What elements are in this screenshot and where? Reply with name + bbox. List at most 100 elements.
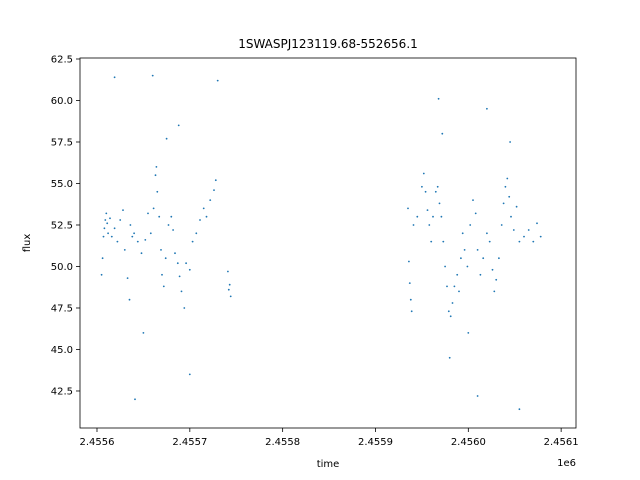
data-point — [103, 227, 106, 230]
data-point — [167, 224, 170, 226]
data-point — [162, 285, 165, 288]
data-point — [407, 207, 409, 210]
x-offset-label: 1e6 — [557, 458, 576, 469]
data-point — [178, 275, 181, 278]
x-tick-label: 2.4557 — [172, 437, 207, 448]
data-point — [482, 257, 485, 260]
data-point — [195, 232, 198, 235]
data-point — [122, 209, 124, 212]
data-point — [449, 315, 452, 318]
data-point — [113, 227, 116, 230]
data-point — [134, 398, 136, 401]
data-point — [154, 174, 157, 177]
data-point — [180, 290, 183, 293]
data-point — [172, 229, 175, 231]
data-point — [199, 219, 201, 221]
data-point — [512, 229, 515, 231]
data-point — [495, 278, 498, 281]
data-point — [506, 177, 509, 180]
data-point — [498, 257, 500, 260]
data-point — [191, 240, 194, 243]
data-point — [408, 260, 410, 263]
data-point — [440, 215, 443, 218]
data-point — [421, 185, 423, 188]
data-point — [493, 290, 496, 293]
data-point — [479, 273, 482, 276]
data-point — [165, 137, 168, 140]
data-point — [177, 124, 180, 127]
y-tick-label: 55.0 — [51, 179, 73, 190]
data-point — [140, 252, 143, 255]
y-tick-label: 42.5 — [51, 386, 73, 397]
data-point — [113, 76, 116, 79]
data-point — [213, 189, 215, 192]
data-point — [510, 215, 512, 218]
y-tick-label: 57.5 — [51, 137, 73, 148]
data-point — [155, 166, 158, 168]
data-point — [456, 273, 459, 276]
data-point — [434, 190, 437, 193]
data-point — [164, 257, 167, 260]
data-point — [458, 290, 460, 293]
data-point — [472, 199, 474, 202]
data-point — [128, 298, 131, 301]
data-point — [188, 268, 191, 271]
x-tick-label: 2.4558 — [265, 437, 300, 448]
data-point — [105, 212, 108, 215]
data-point — [160, 249, 162, 251]
data-point — [174, 252, 176, 255]
data-point — [518, 240, 521, 243]
data-point — [409, 298, 412, 301]
data-point — [463, 249, 466, 251]
data-point — [119, 219, 122, 221]
data-point — [104, 219, 107, 221]
data-point — [126, 277, 129, 279]
data-point — [438, 202, 441, 205]
data-point — [228, 283, 231, 286]
data-point — [437, 97, 440, 100]
data-point — [100, 273, 103, 276]
data-point — [453, 285, 456, 288]
data-point — [523, 235, 525, 238]
y-tick-label: 50.0 — [51, 262, 73, 273]
data-point — [460, 257, 462, 260]
data-point — [448, 356, 451, 359]
data-point — [410, 310, 413, 313]
y-tick-label: 60.0 — [51, 96, 73, 107]
data-point — [202, 207, 205, 210]
data-point — [131, 235, 134, 238]
data-point — [518, 408, 521, 411]
data-point — [188, 373, 191, 376]
data-point — [129, 224, 132, 226]
data-point — [491, 268, 494, 271]
x-axis-label: time — [317, 459, 340, 470]
data-point — [469, 224, 472, 226]
data-point — [152, 207, 155, 210]
data-point — [461, 232, 464, 235]
y-tick-label: 52.5 — [51, 220, 73, 231]
y-axis-label: flux — [22, 234, 33, 253]
data-point — [509, 141, 511, 143]
data-point — [142, 332, 145, 334]
y-axis: 42.5 45.0 47.5 50.0 52.5 55.0 57.5 60.0 62.5 — [51, 54, 80, 397]
data-point — [107, 232, 109, 235]
data-point — [229, 295, 232, 298]
data-point — [508, 195, 511, 198]
data-point — [466, 265, 469, 268]
y-tick-label: 45.0 — [51, 345, 73, 356]
y-tick-label: 62.5 — [51, 54, 73, 65]
data-point — [408, 282, 411, 284]
data-point — [416, 215, 419, 218]
data-point — [216, 79, 219, 82]
plot-frame — [79, 57, 577, 429]
data-point — [158, 215, 161, 218]
data-point — [102, 235, 105, 238]
data-point — [446, 285, 448, 288]
data-point — [106, 222, 109, 225]
data-point — [161, 273, 163, 276]
data-point — [502, 202, 505, 205]
data-point — [147, 212, 149, 215]
data-point — [474, 212, 477, 215]
x-tick-label: 2.4561 — [544, 437, 579, 448]
data-point — [426, 209, 429, 212]
